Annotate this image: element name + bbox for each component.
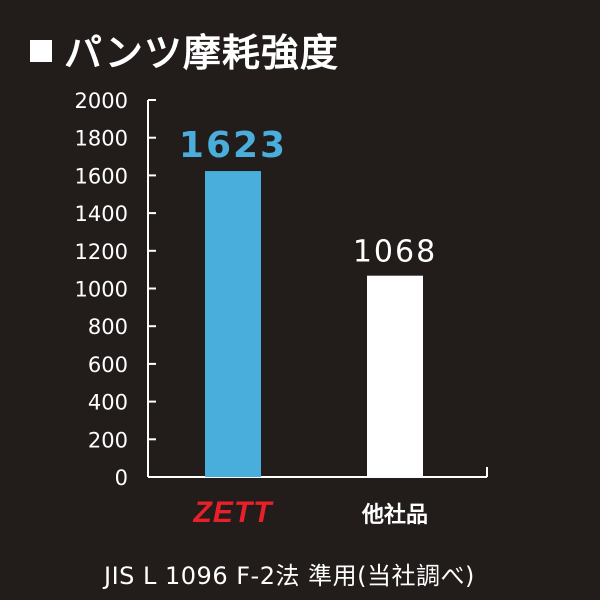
y-tick-label: 1800 (75, 127, 128, 151)
y-tick-label: 0 (115, 466, 128, 490)
square-bullet-icon (30, 40, 52, 62)
footnote: JIS L 1096 F-2法 準用(当社調べ) (104, 562, 475, 590)
y-tick-label: 1000 (75, 278, 128, 302)
y-tick-label: 600 (88, 353, 128, 377)
y-tick-label: 400 (88, 391, 128, 415)
data-label: 1623 (179, 125, 287, 166)
y-axis-ticks: 0 200 400 600 800 1000 1200 1400 1600 1800 2000 (75, 89, 156, 490)
y-tick-label: 800 (88, 315, 128, 339)
y-tick-label: 1400 (75, 202, 128, 226)
y-tick-label: 1600 (75, 164, 128, 188)
bars-group: 1623 1068 (179, 125, 488, 477)
data-label: 1068 (353, 235, 437, 270)
y-tick-label: 1200 (75, 240, 128, 264)
chart-title: パンツ摩耗強度 (30, 22, 339, 77)
y-tick-label: 200 (88, 428, 128, 452)
x-category-label: 他社品 (361, 502, 428, 528)
x-axis-labels: ZETT 他社品 (193, 496, 429, 529)
chart-title-text: パンツ摩耗強度 (64, 31, 339, 75)
bar-other-brand (367, 275, 423, 477)
y-tick-label: 2000 (75, 89, 128, 113)
zett-logo: ZETT (193, 496, 275, 529)
bar-zett (205, 171, 261, 477)
